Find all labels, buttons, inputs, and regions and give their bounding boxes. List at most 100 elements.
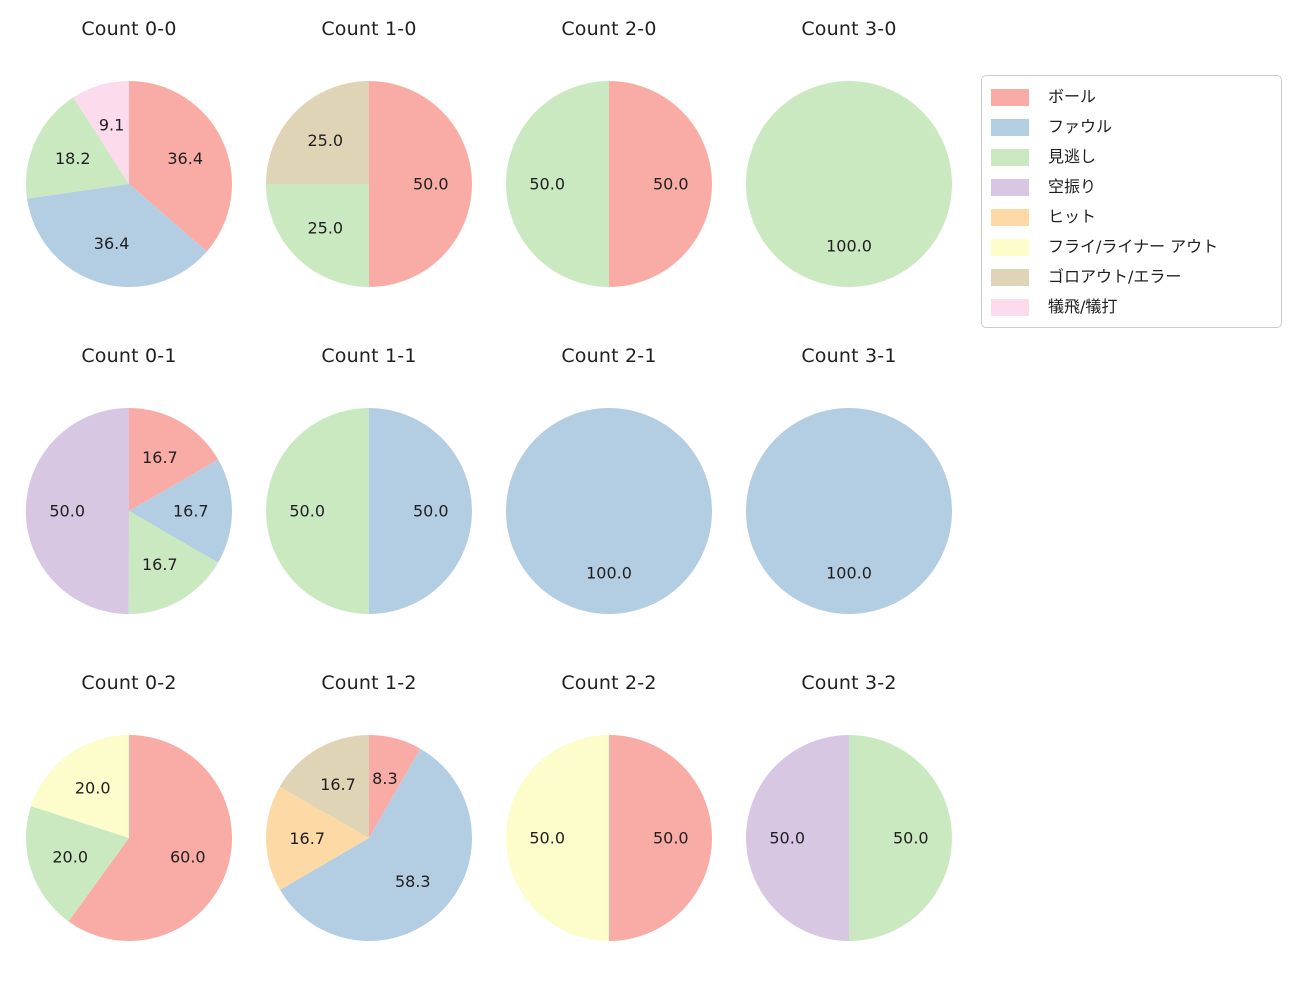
legend-swatch-icon — [991, 178, 1029, 196]
pie-slice-swinging_strike — [25, 407, 130, 614]
chart-title: Count 2-1 — [561, 345, 657, 367]
legend-label: ゴロアウト/エラー — [1048, 267, 1182, 286]
pie-slice-label: 16.7 — [289, 829, 325, 848]
pie-slice-swinging_strike — [746, 735, 849, 941]
pie-slice-fly_liner_out — [31, 735, 129, 838]
chart-title: Count 0-0 — [81, 18, 177, 40]
legend-item: フライ/ライナー アウト — [991, 232, 1281, 262]
pie-slice-fly_liner_out — [506, 735, 609, 941]
pie-slice-called_strike — [26, 97, 130, 199]
pie-slice-ball — [609, 81, 712, 287]
pie-chart-cell: Count 1-0 50.0 25.0 25.0 — [249, 17, 489, 307]
legend-label: ボール — [1048, 87, 1097, 106]
pie-slice-label: 20.0 — [52, 848, 88, 867]
pie-slice-label: 60.0 — [170, 848, 206, 867]
chart-title: Count 1-1 — [321, 345, 417, 367]
pie-chart-cell: Count 3-2 50.0 50.0 — [729, 671, 969, 961]
pie-slice-label: 36.4 — [94, 234, 130, 253]
legend-swatch-icon — [991, 88, 1029, 106]
chart-title: Count 0-2 — [81, 672, 177, 694]
pie-chart: 100.0 — [746, 81, 952, 287]
pie-slice-foul — [280, 748, 473, 942]
pie-chart-cell: Count 1-2 8.3 58.3 16.7 16.7 — [249, 671, 489, 961]
pie-slice-label: 20.0 — [75, 779, 111, 798]
legend-label: 犠飛/犠打 — [1048, 297, 1118, 316]
chart-title: Count 3-2 — [801, 672, 897, 694]
pie-slice-label: 25.0 — [307, 218, 343, 237]
pie-slice-foul — [506, 408, 712, 614]
legend-label: ヒット — [1048, 207, 1097, 226]
chart-title: Count 1-2 — [321, 672, 417, 694]
legend: ボール ファウル 見逃し 空振り ヒット フライ/ライナー アウト ゴロアウト/… — [981, 75, 1282, 328]
pie-slice-foul — [129, 459, 232, 563]
pie-chart: 50.0 50.0 — [266, 408, 472, 614]
pie-slice-sac_fly_bunt — [73, 81, 129, 184]
pie-chart: 50.0 25.0 25.0 — [266, 81, 472, 287]
legend-item: ボール — [991, 82, 1281, 112]
pie-slice-foul — [27, 184, 207, 287]
pie-slice-label: 50.0 — [653, 175, 689, 194]
legend-item: 空振り — [991, 172, 1281, 202]
pie-slice-foul — [746, 408, 952, 614]
pie-chart-cell: Count 2-2 50.0 50.0 — [489, 671, 729, 961]
chart-title: Count 3-0 — [801, 18, 897, 40]
pie-slice-foul — [369, 408, 472, 614]
legend-swatch-icon — [991, 298, 1029, 316]
pie-slice-label: 50.0 — [289, 502, 325, 521]
pie-slice-label: 58.3 — [395, 872, 431, 891]
legend-swatch-icon — [991, 238, 1029, 256]
pie-slice-ground_out_error — [266, 81, 369, 184]
pie-slice-label: 8.3 — [372, 769, 397, 788]
pie-chart: 50.0 50.0 — [506, 735, 712, 941]
pie-slice-ball — [369, 81, 472, 287]
pie-slice-called_strike — [25, 806, 129, 922]
pie-chart: 8.3 58.3 16.7 16.7 — [266, 735, 473, 942]
pie-slice-called_strike — [128, 511, 219, 615]
legend-swatch-icon — [991, 148, 1029, 166]
legend-item: ファウル — [991, 112, 1281, 142]
chart-title: Count 2-0 — [561, 18, 657, 40]
legend-item: ゴロアウト/エラー — [991, 262, 1281, 292]
pie-slice-called_strike — [746, 81, 952, 287]
pie-slice-label: 9.1 — [99, 115, 124, 134]
pie-slice-label: 50.0 — [529, 175, 565, 194]
pie-slice-called_strike — [849, 735, 952, 941]
pie-slice-label: 36.4 — [167, 149, 203, 168]
pie-slice-label: 100.0 — [586, 563, 632, 582]
pie-slice-called_strike — [506, 81, 609, 287]
pie-slice-label: 100.0 — [826, 236, 872, 255]
legend-label: ファウル — [1048, 117, 1113, 136]
pie-slice-called_strike — [266, 408, 369, 614]
pie-chart-cell: Count 2-0 50.0 50.0 — [489, 17, 729, 307]
pie-slice-label: 50.0 — [49, 502, 85, 521]
pie-slice-label: 16.7 — [173, 502, 209, 521]
legend-label: 空振り — [1048, 177, 1097, 196]
pie-chart-cell: Count 0-2 60.0 20.0 20.0 — [9, 671, 249, 961]
legend-item: 見逃し — [991, 142, 1281, 172]
pie-slice-ball — [369, 735, 421, 838]
pie-slice-ball — [68, 735, 233, 941]
pie-chart: 100.0 — [746, 408, 952, 614]
pie-slice-label: 25.0 — [307, 131, 343, 150]
pie-slice-label: 50.0 — [413, 175, 449, 194]
pie-slice-ball — [609, 735, 712, 941]
pie-slice-ball — [129, 408, 219, 511]
pie-chart-cell: Count 1-1 50.0 50.0 — [249, 344, 489, 634]
legend-swatch-icon — [991, 118, 1029, 136]
legend-swatch-icon — [991, 268, 1029, 286]
pie-chart-cell: Count 2-1 100.0 — [489, 344, 729, 634]
pie-chart-cell: Count 0-1 16.7 16.7 16.7 50.0 — [9, 344, 249, 634]
pie-slice-label: 50.0 — [769, 829, 805, 848]
pie-slice-label: 50.0 — [653, 829, 689, 848]
chart-title: Count 0-1 — [81, 345, 177, 367]
pie-chart-cell: Count 3-0 100.0 — [729, 17, 969, 307]
pie-chart: 50.0 50.0 — [746, 735, 952, 941]
pie-slice-label: 50.0 — [893, 829, 929, 848]
pie-slice-label: 100.0 — [826, 563, 872, 582]
pie-chart: 60.0 20.0 20.0 — [25, 735, 233, 941]
pie-slice-ball — [129, 81, 232, 252]
pie-slice-ground_out_error — [279, 735, 369, 838]
pie-slice-hit — [266, 786, 369, 890]
chart-title: Count 3-1 — [801, 345, 897, 367]
